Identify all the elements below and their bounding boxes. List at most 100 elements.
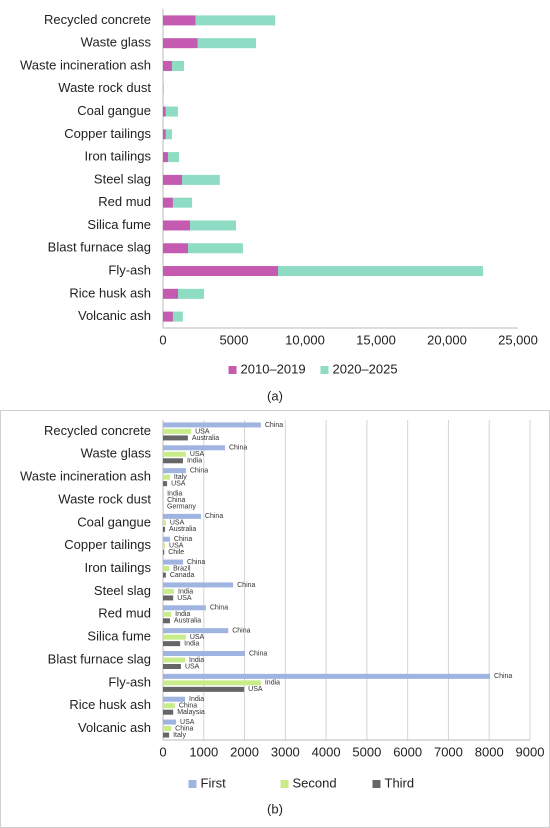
bar-segment (195, 15, 276, 26)
bar-segment (163, 38, 198, 49)
bar (163, 513, 201, 519)
bar (163, 468, 186, 474)
bar-segment (163, 220, 190, 231)
category-label: Waste incineration ash (20, 57, 151, 72)
bar (163, 611, 172, 617)
bar (163, 618, 170, 624)
category-label: Coal gangue (77, 514, 151, 529)
bar (163, 595, 174, 601)
bar (163, 719, 177, 725)
bar (163, 566, 170, 572)
x-tick-label: 0 (159, 332, 166, 347)
bar (163, 445, 225, 451)
category-label: Coal gangue (77, 103, 151, 118)
bar (163, 641, 181, 647)
bar (163, 634, 186, 640)
category-label: Fly-ash (108, 674, 151, 689)
x-tick-label: 5000 (352, 744, 381, 759)
x-tick-label: 25,000 (498, 332, 538, 347)
x-tick-label: 15,000 (356, 332, 396, 347)
category-label: Recycled concrete (44, 12, 151, 27)
bar-label: India (189, 657, 204, 664)
bar-label: Chile (168, 549, 184, 556)
category-label: Rice husk ash (69, 285, 151, 300)
bar-label: Australia (169, 526, 196, 533)
category-label: Fly-ash (108, 262, 151, 277)
category-label: Steel slag (94, 171, 151, 186)
bar-label: India (178, 588, 193, 595)
legend-swatch (372, 780, 381, 788)
bar-label: Brazil (173, 565, 191, 572)
category-label: Silica fume (87, 629, 151, 644)
legend-swatch (280, 780, 289, 788)
category-label: Rice husk ash (69, 697, 151, 712)
bar-label: USA (171, 480, 186, 487)
bar-label: Malaysia (177, 709, 205, 716)
category-label: Steel slag (94, 583, 151, 598)
bar-label: USA (195, 428, 210, 435)
bar-segment (172, 311, 183, 322)
legend-label: First (201, 775, 227, 790)
bar-label: China (167, 497, 185, 504)
bar (163, 536, 170, 542)
category-label: Red mud (98, 194, 151, 209)
bar-label: China (229, 445, 247, 452)
bar-segment (163, 15, 196, 26)
bar-segment (171, 60, 185, 71)
bar-label: USA (170, 520, 185, 527)
bar-segment (163, 266, 279, 277)
bar (163, 458, 183, 464)
bar-label: China (187, 559, 205, 566)
bar-segment (172, 197, 193, 208)
bar (163, 481, 168, 487)
bar-label: USA (180, 719, 195, 726)
bar (163, 428, 192, 434)
bar-segment (167, 152, 180, 163)
x-tick-label: 10,000 (285, 332, 325, 347)
bar (163, 549, 165, 555)
category-label: Blast furnace slag (48, 651, 151, 666)
bar (163, 588, 175, 594)
bar (163, 686, 245, 692)
legend-label: Third (385, 775, 415, 790)
bar (163, 572, 166, 578)
x-tick-label: 3000 (271, 744, 300, 759)
category-label: Volcanic ash (78, 308, 151, 323)
bar-label: India (189, 696, 204, 703)
bar (163, 703, 175, 709)
x-tick-label: 0 (159, 744, 166, 759)
x-tick-label: 5000 (220, 332, 249, 347)
bar (163, 680, 261, 686)
x-tick-label: 1000 (189, 744, 218, 759)
bar (163, 582, 234, 588)
bar-label: China (494, 673, 512, 680)
bar (163, 474, 170, 480)
bar-label: India (187, 458, 202, 465)
x-tick-label: 20,000 (427, 332, 467, 347)
bar-segment (197, 38, 257, 49)
bar (163, 520, 166, 526)
bar-label: Germany (167, 503, 196, 510)
x-tick-label: 7000 (434, 744, 463, 759)
bar-segment (165, 106, 178, 117)
x-tick-label: 9000 (516, 744, 545, 759)
x-tick-label: 4000 (312, 744, 341, 759)
bar (163, 605, 206, 611)
category-label: Red mud (98, 606, 151, 621)
bar-label: China (190, 467, 208, 474)
bar (163, 526, 166, 532)
legend-swatch (228, 366, 237, 374)
bar-label: China (175, 725, 193, 732)
bar (163, 451, 186, 457)
bar-segment (182, 174, 220, 185)
x-tick-label: 8000 (475, 744, 504, 759)
bar-label: China (210, 605, 228, 612)
bar-label: India (167, 490, 182, 497)
bar (163, 696, 186, 702)
category-label: Waste rock dust (58, 80, 151, 95)
bar (163, 709, 174, 715)
x-tick-label: 6000 (393, 744, 422, 759)
bar (163, 422, 261, 428)
bar-label: Australia (174, 618, 201, 625)
legend-label: 2020–2025 (333, 361, 398, 376)
